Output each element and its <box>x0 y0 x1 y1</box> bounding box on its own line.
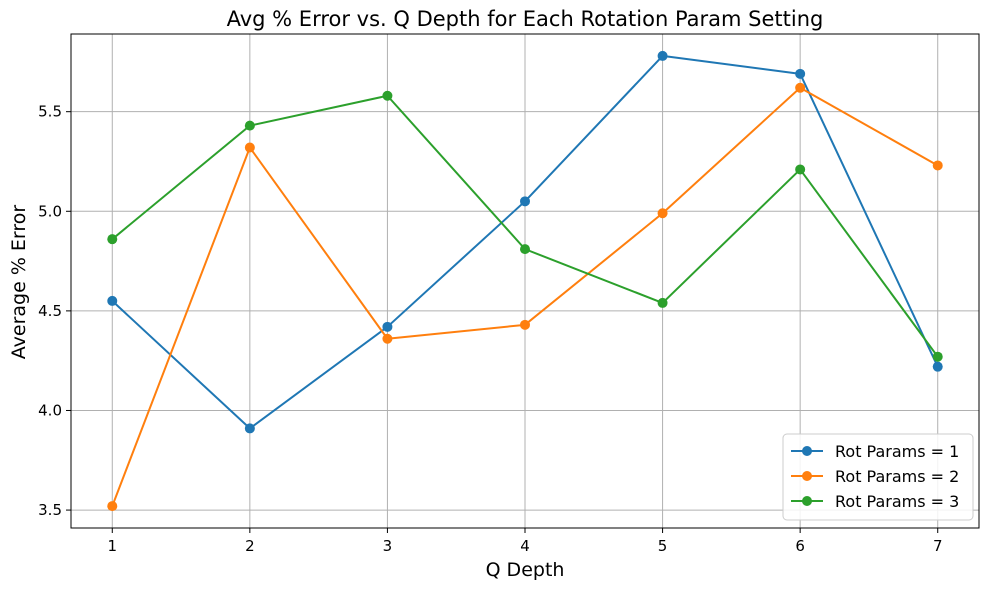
x-tick-label: 2 <box>245 537 255 555</box>
series-3-point <box>382 90 393 101</box>
x-tick-label: 3 <box>383 537 393 555</box>
series-3-point <box>244 120 255 131</box>
series-3-point <box>657 297 668 308</box>
series-1-point <box>657 50 668 61</box>
x-tick-label: 7 <box>933 537 943 555</box>
series-1-point <box>244 423 255 434</box>
x-tick-label: 5 <box>658 537 668 555</box>
y-tick-label: 4.0 <box>38 401 62 419</box>
y-axis-title: Average % Error <box>8 205 30 360</box>
series-3-point <box>932 351 943 362</box>
series-2 <box>107 82 943 512</box>
series-2-point <box>244 142 255 153</box>
legend-entry-label: Rot Params = 1 <box>835 442 959 461</box>
legend-box <box>782 433 974 521</box>
series-2-point <box>657 208 668 219</box>
legend-swatch-marker <box>802 446 812 456</box>
series-2-point <box>107 501 118 512</box>
legend-swatch-marker <box>802 471 812 481</box>
legend-entry-label: Rot Params = 2 <box>835 467 959 486</box>
series-1-point <box>382 321 393 332</box>
series-3-point <box>520 244 530 255</box>
series-1 <box>107 50 943 434</box>
grid <box>71 34 979 528</box>
x-tick-label: 4 <box>520 537 530 555</box>
legend-swatch-marker <box>802 496 812 506</box>
axis-ticks: 1 2 3 4 5 6 7 3.5 4.0 4.5 5.0 5.5 <box>38 103 942 555</box>
series-2-point <box>520 319 530 330</box>
series-2-point <box>932 160 943 171</box>
series-3-point <box>795 164 806 175</box>
series-1-point <box>932 361 943 372</box>
series-2-point <box>795 82 806 93</box>
y-tick-label: 4.5 <box>38 302 62 320</box>
x-axis-title: Q Depth <box>486 559 565 581</box>
chart-title: Avg % Error vs. Q Depth for Each Rotatio… <box>227 7 824 31</box>
series-lines <box>107 50 943 512</box>
legend: Rot Params = 1 Rot Params = 2 Rot Params =… <box>782 433 974 521</box>
series-2-point <box>382 333 393 344</box>
series-1-point <box>520 196 530 207</box>
x-tick-label: 1 <box>107 537 117 555</box>
y-tick-label: 5.5 <box>38 103 62 121</box>
series-3-point <box>107 234 118 245</box>
series-1-point <box>107 295 118 306</box>
series-3 <box>107 90 943 362</box>
y-tick-label: 5.0 <box>38 202 62 220</box>
legend-entry-label: Rot Params = 3 <box>835 492 959 511</box>
x-tick-label: 6 <box>795 537 805 555</box>
y-tick-label: 3.5 <box>38 501 62 519</box>
series-1-point <box>795 68 806 79</box>
